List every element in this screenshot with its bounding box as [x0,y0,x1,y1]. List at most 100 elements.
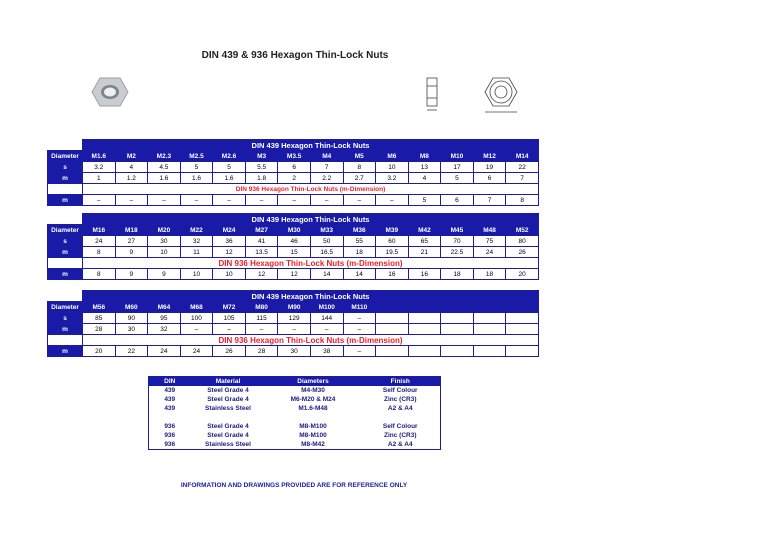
cell: 19 [472,161,507,173]
cell: M72 [212,301,246,313]
cell: 2.2 [309,172,344,184]
cell: 4 [407,172,442,184]
nut-photo [91,77,129,107]
cell: 6 [440,194,474,206]
row: 439 Stainless Steel M1.6-M48 A2 & A4 [149,404,441,413]
cell: 65 [407,235,442,247]
blank-cell [47,257,83,269]
row: DIN 936 Hexagon Thin-Lock Nuts (m-Dimens… [47,334,540,346]
empty-cell [505,312,540,324]
cell: 8 [505,194,540,206]
cell: Stainless Steel [205,405,251,412]
cell: – [309,323,344,335]
cell: 95 [147,312,181,324]
empty-cell [407,345,442,357]
cell: 936 [164,441,176,448]
cell: – [179,323,214,335]
cell: M64 [147,301,181,313]
row: DIN 439 Hexagon Thin-Lock Nuts [48,213,540,225]
cell: M2 [114,150,149,162]
cell: 36 [212,235,246,247]
cell: – [212,323,246,335]
empty-cell [375,345,409,357]
cell: M45 [440,224,474,236]
cell: 5 [407,194,442,206]
empty-cell [505,323,540,335]
cell: Zinc (CR3) [384,432,417,439]
cell: 20 [82,345,116,357]
row-label: m [47,246,83,258]
empty-cell [440,312,474,324]
cell: 1.6 [147,172,181,184]
row: 936 Steel Grade 4 M8-M100 Zinc (CR3) [149,431,441,440]
cell: 30 [147,235,181,247]
cell: 90 [114,312,149,324]
cell: 10 [212,268,246,280]
cell: 1 [82,172,116,184]
cell: M20 [147,224,181,236]
cell: M2.5 [179,150,214,162]
subtitle: DIN 936 Hexagon Thin-Lock Nuts (m-Dimens… [81,183,540,195]
cell: M8 [407,150,442,162]
cell: M80 [244,301,279,313]
cell: 22.5 [440,246,474,258]
subtitle: DIN 936 Hexagon Thin-Lock Nuts (m-Dimens… [81,257,540,269]
row-label: m [47,345,83,357]
cell: 70 [440,235,474,247]
cell: 80 [505,235,540,247]
cell: 9 [114,246,149,258]
cell: M8-M42 [301,441,325,448]
cell: 24 [472,246,507,258]
cell: 11 [179,246,214,258]
cell: 9 [114,268,149,280]
header-cell: Finish [360,376,441,386]
cell: 10 [375,161,409,173]
empty-cell [472,345,507,357]
row-label: Diameter [47,301,83,313]
row: Diameter M1.6 M2 M2.3 M2.5 M2.6 M3 M3.5 M4 M5 M6 M8… [47,150,540,162]
cell: 14 [309,268,344,280]
cell: 5 [179,161,214,173]
cell: M6-M20 & M24 [290,396,336,403]
cell: Stainless Steel [205,441,251,448]
cell: M27 [244,224,279,236]
cell: M8-M100 [299,432,327,439]
size-table: DIN 439 Hexagon Thin-Lock Nuts Diameter M5… [47,290,540,357]
row: s 24 27 30 32 36 41 46 50 55 60 65 70 75 80 [47,235,540,247]
row: 439 Steel Grade 4 M4-M30 Self Colour [149,386,441,395]
cell: 12 [244,268,279,280]
cell: 24 [82,235,116,247]
row: s 3.2 4 4.5 5 5 5.5 6 7 8 10 13 17 19 22 [47,161,540,173]
header-cell: Material [190,376,266,386]
cell: 5.5 [244,161,279,173]
cell: Self Colour [382,387,418,394]
cell: 18 [342,246,377,258]
cell: 1.2 [114,172,149,184]
cell: 21 [407,246,442,258]
cell: 5 [212,161,246,173]
table-title: DIN 439 Hexagon Thin-Lock Nuts [81,213,540,225]
cell: 18 [472,268,507,280]
cell: M42 [407,224,442,236]
cell: 2.7 [342,172,377,184]
cell: 8 [82,246,116,258]
blank-cell [47,334,83,346]
cell: M30 [277,224,311,236]
technical-drawing [426,77,518,113]
empty-cell [375,312,409,324]
size-table: DIN 439 Hexagon Thin-Lock Nuts Diameter M1… [47,139,540,206]
cell: 4 [114,161,149,173]
cell: M12 [472,150,507,162]
cell: 16 [375,268,409,280]
cell: M110 [342,301,377,313]
empty-cell [407,323,442,335]
empty-cell [407,301,442,313]
cell: 41 [244,235,279,247]
cell: 8 [82,268,116,280]
empty-cell [472,323,507,335]
cell: 12 [212,246,246,258]
cell: Steel Grade 4 [207,432,249,439]
cell: 115 [244,312,279,324]
cell: 55 [342,235,377,247]
row-label: Diameter [47,150,83,162]
